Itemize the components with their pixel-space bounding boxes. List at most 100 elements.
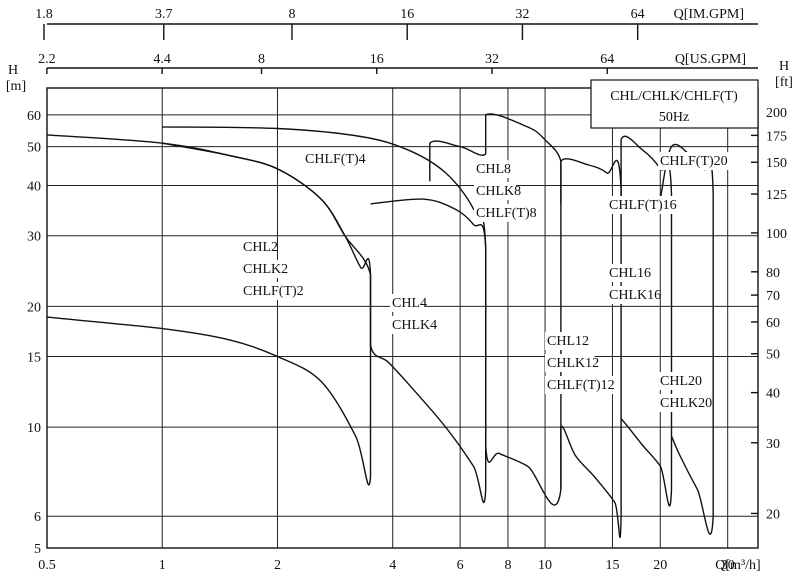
us-gpm-tick-label-3: 16	[370, 52, 384, 67]
y2-tick-label-7: 100	[766, 227, 787, 242]
y2-tick-label-2: 40	[766, 387, 780, 402]
series-label-2-0: CHL4	[392, 296, 427, 311]
series-label-bg-7-0	[658, 152, 731, 170]
x-tick-label-9: 30	[721, 558, 735, 573]
y2-tick-label-11: 200	[766, 106, 787, 121]
legend-box-frame	[590, 79, 759, 129]
x-unit-label: Q[m³/h]	[715, 558, 760, 573]
im-gpm-tick-label-3: 16	[400, 7, 414, 22]
plot-frame	[46, 87, 759, 549]
series-label-3-2: CHLF(T)8	[476, 206, 537, 221]
y-tick-label-4: 20	[27, 300, 41, 315]
series-label-bg-5-0	[607, 196, 680, 214]
series-label-bg-3-0	[474, 160, 509, 178]
y-tick-label-3: 15	[27, 351, 41, 366]
series-labels: CHL2 CHLK2 CHLF(T)2 CHLF(T)4 CHL4 CHLK4 CHL8 CH…	[241, 150, 731, 412]
y-tick-label-6: 40	[27, 180, 41, 195]
legend-box-line2: 50Hz	[659, 110, 689, 125]
y-tick-label-8: 60	[27, 109, 41, 124]
x-tick-label-6: 10	[538, 558, 552, 573]
us-gpm-tick-label-4: 32	[485, 52, 499, 67]
curve-chl12	[560, 158, 622, 538]
pump-curves	[46, 113, 714, 538]
series-label-0-0: CHL2	[243, 240, 278, 255]
us-gpm-tick-label-1: 4.4	[153, 52, 171, 67]
y-tick-label-7: 50	[27, 141, 41, 156]
y2-unit-label-bottom: [ft]	[775, 75, 793, 90]
y2-unit-label-top: H	[779, 59, 789, 74]
y-tick-label-0: 5	[34, 542, 41, 557]
y2-tick-label-5: 70	[766, 289, 780, 304]
series-label-bg-3-1	[474, 182, 516, 200]
us-gpm-tick-label-2: 8	[258, 52, 265, 67]
x-tick-label-3: 4	[389, 558, 396, 573]
im-gpm-tick-label-0: 1.8	[35, 7, 53, 22]
x-tick-label-7: 15	[605, 558, 619, 573]
x-tick-label-4: 6	[457, 558, 464, 573]
series-label-bg-0-1	[241, 260, 283, 278]
y2-tick-label-3: 50	[766, 348, 780, 363]
us-gpm-tick-label-5: 64	[600, 52, 614, 67]
x-tick-label-5: 8	[504, 558, 511, 573]
series-label-bg-0-0	[241, 238, 276, 256]
curve-chl2	[46, 134, 372, 486]
series-label-8-1: CHLK20	[660, 396, 712, 411]
y-tick-label-1: 6	[34, 510, 41, 525]
y2-tick-label-4: 60	[766, 316, 780, 331]
series-label-0-1: CHLK2	[243, 262, 288, 277]
series-label-bg-4-1	[545, 354, 595, 372]
series-label-bg-1-0	[303, 150, 368, 168]
y-unit-label-bottom: [m]	[6, 79, 26, 94]
y-tick-label-5: 30	[27, 230, 41, 245]
legend-box-line1: CHL/CHLK/CHLF(T)	[610, 89, 738, 104]
series-label-7-0: CHLF(T)20	[660, 154, 728, 169]
us-gpm-label: Q[US.GPM]	[675, 52, 746, 67]
series-label-bg-3-2	[474, 204, 539, 222]
series-label-bg-0-2	[241, 282, 306, 300]
x-tick-label-2: 2	[274, 558, 281, 573]
series-label-6-1: CHLK16	[609, 288, 661, 303]
series-label-6-0: CHL16	[609, 266, 651, 281]
series-label-3-1: CHLK8	[476, 184, 521, 199]
series-label-bg-2-1	[390, 316, 432, 334]
series-label-bg-8-0	[658, 372, 700, 390]
series-label-0-2: CHLF(T)2	[243, 284, 304, 299]
series-label-bg-4-0	[545, 332, 587, 350]
legend-box: CHL/CHLK/CHLF(T) 50Hz	[590, 79, 759, 129]
y2-tick-label-10: 175	[766, 129, 787, 144]
series-label-bg-8-1	[658, 394, 708, 412]
x-tick-label-8: 20	[653, 558, 667, 573]
im-gpm-tick-label-2: 8	[288, 7, 295, 22]
series-label-bg-2-0	[390, 294, 425, 312]
us-gpm-tick-label-0: 2.2	[38, 52, 56, 67]
im-gpm-tick-label-4: 32	[515, 7, 529, 22]
series-label-bg-6-0	[607, 264, 649, 282]
im-gpm-tick-label-5: 64	[631, 7, 645, 22]
y2-tick-label-8: 125	[766, 188, 787, 203]
y-tick-label-2: 10	[27, 421, 41, 436]
series-label-1-0: CHLF(T)4	[305, 152, 366, 167]
series-label-3-0: CHL8	[476, 162, 511, 177]
curve-chl4	[162, 126, 487, 504]
curve-chl16	[620, 135, 673, 507]
series-label-bg-4-2	[545, 376, 618, 394]
y-unit-label-top: H	[8, 63, 18, 78]
x-tick-label-1: 1	[159, 558, 166, 573]
series-label-4-1: CHLK12	[547, 356, 599, 371]
series-label-5-0: CHLF(T)16	[609, 198, 677, 213]
curve-chl8	[370, 113, 562, 506]
y2-tick-label-1: 30	[766, 437, 780, 452]
y2-tick-label-0: 20	[766, 507, 780, 522]
im-gpm-tick-label-1: 3.7	[155, 7, 173, 22]
series-label-4-0: CHL12	[547, 334, 589, 349]
series-label-bg-6-1	[607, 286, 657, 304]
axes	[43, 23, 759, 549]
series-label-4-2: CHLF(T)12	[547, 378, 615, 393]
series-label-8-0: CHL20	[660, 374, 702, 389]
x-tick-label-0: 0.5	[38, 558, 56, 573]
y2-tick-label-9: 150	[766, 156, 787, 171]
im-gpm-label: Q[IM.GPM]	[674, 7, 744, 22]
series-label-2-1: CHLK4	[392, 318, 437, 333]
